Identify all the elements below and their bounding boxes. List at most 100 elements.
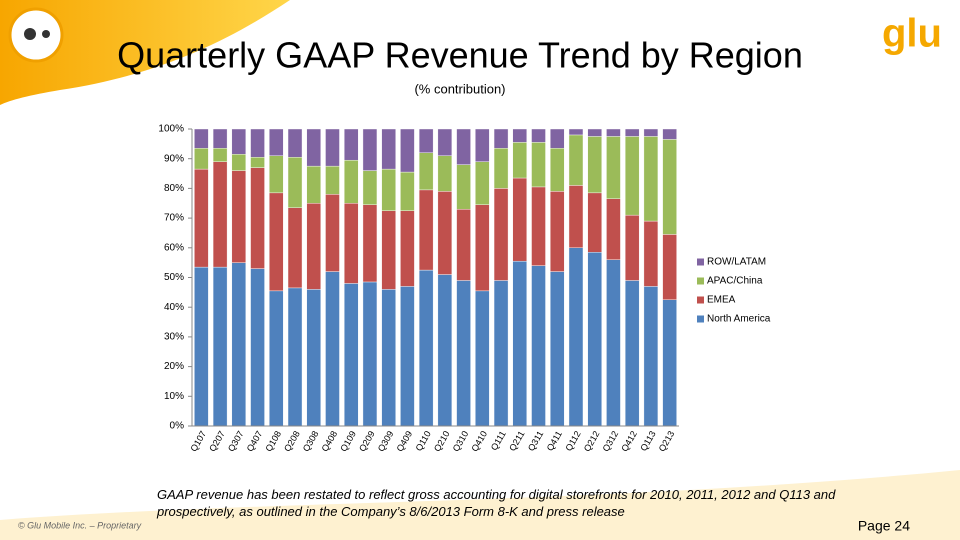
bar-segment: [269, 155, 284, 194]
bar-segment: [531, 265, 546, 427]
x-tick-label: Q208: [282, 429, 302, 453]
bar-segment: [400, 286, 415, 427]
bar-segment: [325, 271, 340, 427]
bar-segment: [362, 128, 378, 171]
bar-segment: [587, 252, 602, 427]
bar-segment: [531, 128, 546, 143]
bar-segment: [643, 136, 659, 222]
bar-segment: [269, 290, 284, 427]
x-tick-label: Q411: [545, 429, 564, 452]
bar-segment: [287, 207, 303, 289]
bar-segment: [587, 128, 602, 137]
y-tick-label: 20%: [164, 361, 184, 372]
bar-segment: [475, 161, 490, 205]
bar-segment: [550, 191, 565, 272]
bar-segment: [212, 266, 228, 427]
x-tick-label: Q310: [451, 429, 471, 453]
y-tick-label: 100%: [158, 124, 184, 135]
x-tick-label: Q307: [226, 429, 246, 453]
bar-segment: [194, 266, 209, 427]
x-tick-label: Q211: [507, 429, 526, 452]
bar-segment: [624, 128, 640, 137]
x-tick-label: Q212: [582, 429, 602, 453]
bar-segment: [568, 128, 584, 136]
bar-segment: [362, 204, 378, 283]
legend-swatch: [697, 258, 704, 266]
bar-segment: [456, 280, 471, 427]
bar-segment: [400, 210, 415, 287]
x-tick-label: Q213: [657, 429, 677, 453]
y-tick-label: 80%: [164, 183, 184, 194]
x-tick-label: Q407: [245, 429, 265, 453]
bar-segment: [606, 128, 621, 137]
bar-segment: [400, 128, 415, 173]
bar-segment: [418, 152, 434, 191]
bar-segment: [456, 164, 471, 210]
mascot-eye: [42, 30, 50, 38]
bar-segment: [643, 128, 659, 137]
bar-segment: [662, 234, 677, 300]
bar-segment: [512, 260, 527, 427]
bar-segment: [587, 136, 602, 194]
x-tick-label: Q113: [638, 429, 657, 452]
x-tick-label: Q107: [188, 429, 208, 453]
y-tick-label: 40%: [164, 302, 184, 313]
legend-swatch: [697, 277, 704, 285]
bar-segment: [624, 280, 640, 427]
footer-swoosh: [0, 470, 960, 540]
bar-segment: [269, 192, 284, 292]
x-tick-label: Q412: [619, 429, 639, 453]
bar-segment: [512, 128, 527, 143]
logo: glu: [882, 12, 942, 56]
y-tick-label: 30%: [164, 332, 184, 343]
x-tick-label: Q108: [263, 429, 283, 453]
bar-segment: [643, 286, 659, 427]
x-tick-label: Q111: [489, 429, 508, 452]
bar-segment: [437, 274, 453, 427]
bar-segment: [250, 268, 265, 427]
bar-segment: [194, 128, 209, 149]
bar-segment: [531, 142, 546, 188]
bar-segment: [269, 128, 284, 156]
bar-segment: [493, 148, 509, 189]
bar-segment: [381, 168, 396, 211]
bar-segment: [287, 287, 303, 427]
bar-segment: [624, 136, 640, 216]
bar-segment: [250, 157, 265, 168]
bar-segment: [344, 159, 359, 204]
legend-swatch: [697, 296, 704, 304]
bar-segment: [325, 165, 340, 195]
y-tick-label: 50%: [164, 272, 184, 283]
bar-segment: [550, 148, 565, 192]
bar-segment: [287, 128, 303, 158]
bar-segment: [437, 128, 453, 156]
footnote: GAAP revenue has been restated to reflec…: [157, 487, 836, 519]
bar-segment: [606, 259, 621, 427]
bar-segment: [400, 171, 415, 211]
x-tick-label: Q311: [526, 429, 545, 452]
mascot-eye: [24, 28, 36, 40]
legend-label: ROW/LATAM: [707, 257, 766, 268]
bar-segment: [231, 128, 247, 155]
x-tick-label: Q309: [376, 429, 396, 453]
bar-segment: [568, 134, 584, 186]
bar-segment: [568, 185, 584, 248]
bar-segment: [212, 148, 228, 162]
bar-segment: [194, 168, 209, 268]
bar-segment: [475, 204, 490, 292]
bar-segment: [306, 165, 321, 204]
bar-segment: [212, 161, 228, 268]
bar-segment: [362, 281, 378, 427]
bar-segment: [437, 155, 453, 192]
bar-segment: [306, 289, 321, 427]
chart-title: Quarterly GAAP Revenue Trend by Region: [117, 35, 803, 76]
bar-segment: [344, 203, 359, 284]
bar-segment: [493, 188, 509, 281]
bar-segment: [493, 280, 509, 427]
bar-segment: [325, 194, 340, 272]
bar-segment: [643, 220, 659, 287]
y-tick-label: 90%: [164, 153, 184, 164]
legend-label: EMEA: [707, 295, 736, 306]
